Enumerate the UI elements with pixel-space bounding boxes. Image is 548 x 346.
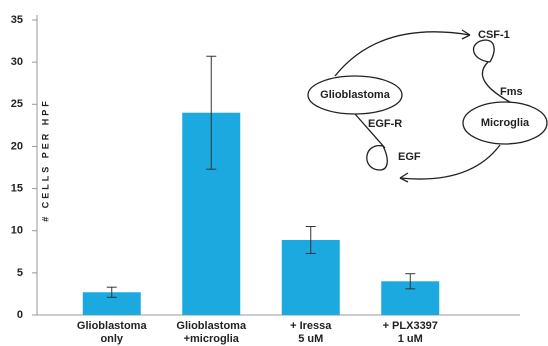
x-tick-label: + PLX3397 [383,320,438,332]
x-tick-label: only [100,333,123,345]
y-tick-label: 10 [11,225,23,237]
y-tick-label: 25 [11,98,23,110]
x-tick-label: 1 uM [398,333,423,345]
receptor [367,146,387,170]
y-tick-label: 0 [17,309,23,321]
diagram [308,30,547,182]
y-tick-label: 5 [17,267,23,279]
arrow [335,32,470,76]
diagram-label: EGF-R [368,118,402,130]
y-tick-label: 15 [11,182,23,194]
x-tick-label: Glioblastoma [77,320,148,332]
diagram-label: CSF-1 [478,29,510,41]
x-tick-label: 5 uM [298,333,323,345]
diagram-label: Fms [500,86,523,98]
y-axis-label: # CELLS PER HPF [40,98,50,222]
x-tick-label: Glioblastoma [176,320,247,332]
arrowhead [400,173,408,182]
y-tick-label: 30 [11,56,23,68]
diagram-label: Glioblastoma [320,89,391,101]
chart: 0 5 10 15 20 25 30 35 # CELLS PER HPF Glioblastom… [0,0,548,346]
y-tick-label: 20 [11,140,23,152]
x-tick-label: +microglia [184,333,240,345]
x-tick-label: + Iressa [290,320,332,332]
diagram-label: EGF [398,151,421,163]
diagram-label: Microglia [481,117,530,129]
y-tick-label: 35 [11,14,23,26]
receptor [474,40,495,62]
